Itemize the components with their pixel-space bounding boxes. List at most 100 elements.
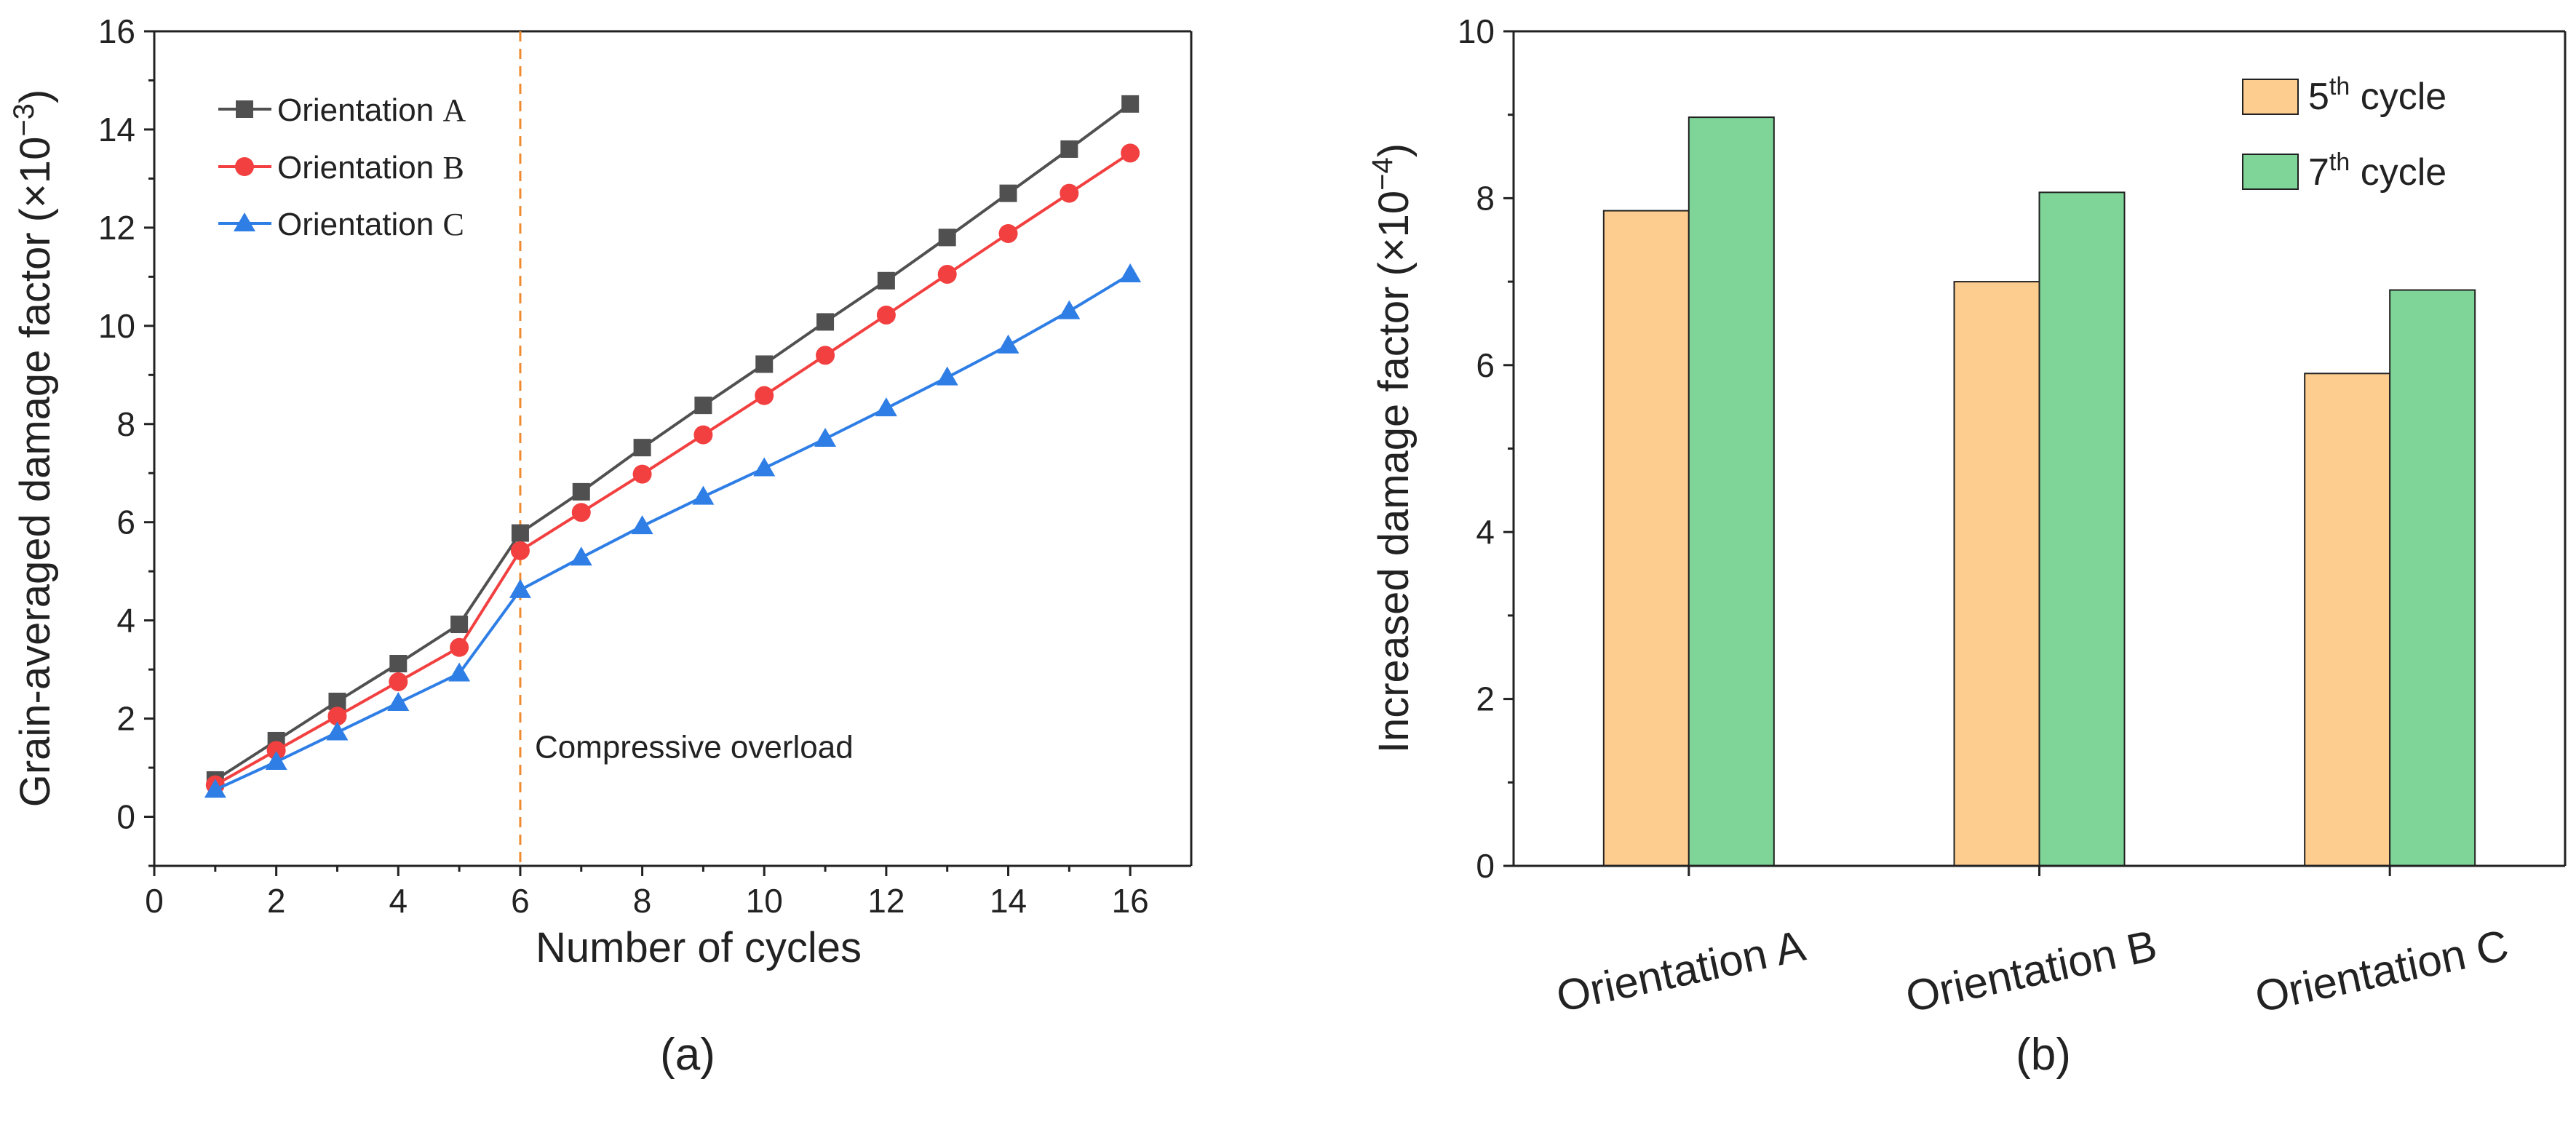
a-x-tick-label: 16 — [1112, 882, 1149, 920]
data-point-b — [389, 672, 408, 691]
data-point-a — [633, 439, 651, 457]
series-line-b — [214, 151, 1132, 787]
b-y-tick-label: 10 — [1458, 12, 1495, 50]
data-point-b — [1060, 183, 1079, 203]
legend-item-5th-cycle: 5th cycle — [2242, 73, 2446, 118]
data-point-b — [510, 541, 530, 560]
b-y-axis-title-main: Increased damage factor — [1370, 287, 1418, 754]
panel-label-a: (a) — [660, 1030, 715, 1080]
bar-5th-cycle — [1602, 210, 1690, 867]
data-point-b — [816, 346, 835, 365]
data-point-b — [876, 305, 896, 325]
legend-label-a: Orientation A — [277, 92, 466, 128]
panel-label-b: (b) — [2016, 1030, 2071, 1080]
data-point-c — [692, 485, 715, 505]
data-point-a — [572, 482, 590, 501]
a-x-tick-label: 12 — [867, 882, 905, 920]
a-y-tick-label: 14 — [98, 111, 135, 148]
a-series — [204, 95, 1142, 798]
data-point-c — [1058, 300, 1081, 319]
legend-label-7th-sup: th — [2329, 148, 2350, 176]
a-x-axis-title: Number of cycles — [536, 924, 862, 971]
b-y-tick-label: 4 — [1476, 513, 1495, 551]
data-point-b — [266, 741, 286, 760]
b-y-tick-label: 6 — [1476, 346, 1495, 384]
data-point-b — [693, 425, 713, 445]
data-point-c — [570, 546, 592, 566]
data-point-b — [632, 464, 652, 484]
legend-label-b-suffix: B — [442, 150, 464, 186]
data-point-a — [1121, 95, 1140, 113]
a-y-tick-label: 10 — [98, 307, 135, 345]
bar-5th-cycle — [2304, 373, 2391, 867]
bar-7th-cycle — [2038, 191, 2126, 867]
data-point-b — [327, 707, 347, 726]
b-y-tick-label: 2 — [1476, 680, 1495, 718]
data-point-c — [326, 721, 349, 741]
a-y-tick-label: 6 — [116, 504, 135, 541]
bar-7th-cycle — [1687, 116, 1775, 867]
b-legend: 5th cycle 7th cycle — [2242, 73, 2446, 194]
a-x-tick-label: 6 — [511, 882, 530, 920]
legend-marker-triangle — [234, 212, 255, 231]
data-point-a — [450, 616, 469, 634]
a-y-axis-title-unit: (×10 — [12, 137, 59, 223]
b-y-tick-label: 8 — [1476, 179, 1495, 217]
legend-swatch-7th — [2242, 154, 2299, 190]
legend-label-5th-rest: cycle — [2350, 76, 2446, 118]
legend-swatch-5th — [2242, 79, 2299, 115]
category-label: Orientation A — [1552, 921, 1809, 1022]
data-point-a — [694, 397, 712, 415]
a-annotation: Compressive overload — [519, 31, 854, 866]
bar-7th-cycle — [2389, 289, 2476, 867]
data-point-b — [450, 637, 469, 657]
a-x-tick-label: 14 — [990, 882, 1027, 920]
data-point-b — [998, 223, 1018, 243]
legend-item-7th-cycle: 7th cycle — [2242, 148, 2446, 194]
a-x-tick-label: 0 — [145, 882, 164, 920]
legend-label-7th: 7th cycle — [2308, 148, 2446, 194]
data-point-b — [1121, 143, 1140, 163]
legend-label-c: Orientation C — [277, 207, 464, 242]
a-y-tick-label: 0 — [116, 798, 135, 836]
data-point-c — [204, 779, 226, 798]
a-y-tick-label: 12 — [98, 209, 135, 247]
overload-annotation-label: Compressive overload — [535, 730, 854, 765]
data-point-b — [755, 386, 774, 405]
legend-label-5th-num: 5 — [2308, 76, 2329, 118]
data-point-a — [511, 524, 529, 542]
data-point-c — [509, 578, 531, 598]
a-y-tick-label: 2 — [116, 700, 135, 738]
a-y-tick-label: 8 — [116, 405, 135, 443]
data-point-c — [265, 750, 287, 770]
data-point-c — [936, 366, 958, 386]
a-y-axis-title-main: Grain-averaged damage factor — [12, 232, 59, 807]
data-point-c — [448, 662, 471, 682]
data-point-c — [814, 428, 837, 447]
b-y-axis-title: Increased damage factor (×10−4) — [1367, 143, 1418, 753]
series-line-a — [214, 103, 1132, 781]
a-x-tick-label: 2 — [267, 882, 286, 920]
data-point-c — [387, 691, 410, 711]
data-point-a — [999, 184, 1017, 202]
b-y-axis-title-close: ) — [1370, 143, 1418, 157]
a-y-tick-label: 16 — [98, 12, 135, 50]
a-legend: Orientation A Orientation B Orientation … — [218, 92, 466, 242]
data-point-a — [877, 271, 895, 290]
data-point-b — [571, 503, 591, 522]
data-point-c — [753, 457, 776, 477]
legend-label-b: Orientation B — [277, 150, 464, 186]
legend-item-orientation-b: Orientation B — [218, 150, 464, 186]
data-point-a — [1060, 140, 1078, 158]
legend-label-b-prefix: Orientation — [277, 150, 442, 186]
legend-label-5th-sup: th — [2329, 73, 2350, 100]
data-point-c — [631, 515, 653, 535]
panel-a-line-chart: 0 2 4 6 8 10 12 14 16 0 2 4 6 8 10 12 14 16 Compressive o… — [8, 12, 1193, 1080]
legend-label-7th-num: 7 — [2308, 151, 2329, 194]
category-label: Orientation B — [1901, 920, 2160, 1021]
a-y-axis-title-close: ) — [12, 89, 59, 103]
category-label: Orientation C — [2251, 920, 2513, 1022]
legend-label-a-prefix: Orientation — [277, 92, 442, 128]
a-x-tick-label: 4 — [389, 882, 408, 920]
